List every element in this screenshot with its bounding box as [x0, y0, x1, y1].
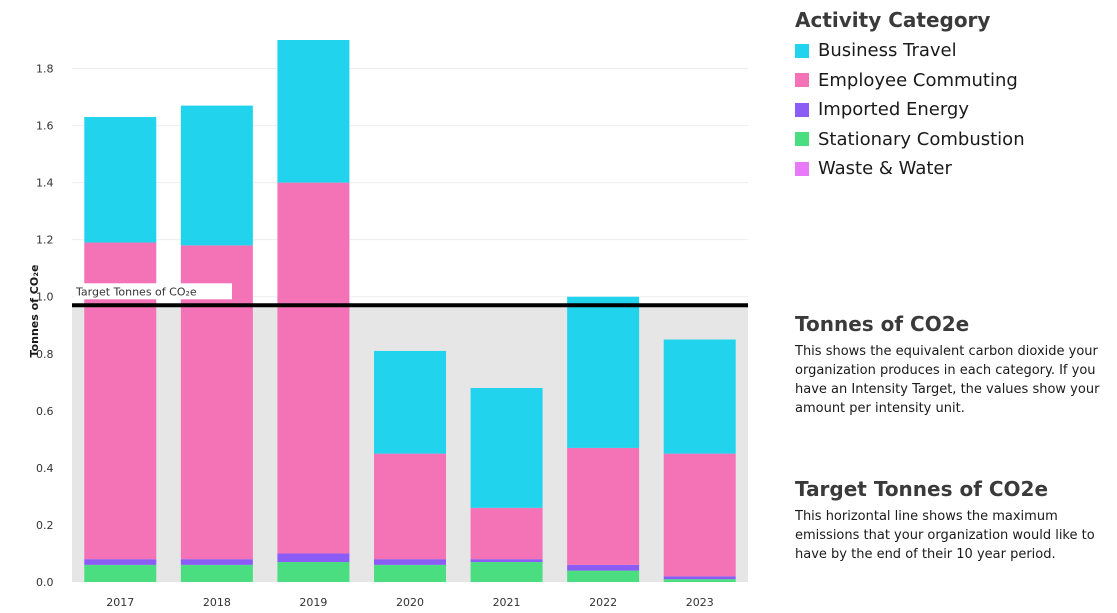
y-tick-label: 0.6	[36, 405, 54, 418]
x-tick-label: 2023	[686, 596, 714, 609]
bar-segment	[567, 296, 640, 448]
y-axis-ticks: 0.0 0.2 0.4 0.6 0.8 1.0 1.2 1.4 1.6 1.8	[36, 63, 54, 589]
y-tick-label: 1.8	[36, 63, 54, 76]
gridlines	[72, 68, 748, 298]
x-axis-ticks: 2017 2018 2019 2020 2021 2022 2023	[106, 596, 713, 609]
y-tick-label: 1.6	[36, 120, 54, 133]
legend-item: Employee Commuting	[795, 66, 1025, 96]
tonnes-info-text: This shows the equivalent carbon dioxide…	[795, 344, 1100, 416]
legend-swatch	[795, 132, 809, 147]
target-info-title: Target Tonnes of CO2e	[795, 477, 1049, 501]
tonnes-info-panel: Tonnes of CO2e This shows the equivalent…	[795, 312, 1113, 418]
bar-segment	[470, 507, 543, 560]
bar-segment	[663, 579, 736, 582]
stacked-bar-chart: 0.00.20.40.60.81.01.21.41.61.8 2017 2018 2…	[28, 40, 748, 609]
tonnes-info-title: Tonnes of CO2e	[795, 312, 970, 336]
legend-title: Activity Category	[795, 8, 991, 32]
legend: Activity Category Business Travel Employe…	[795, 8, 1025, 184]
bar-segment	[374, 350, 446, 454]
bar-segment	[180, 564, 253, 582]
bar-segment	[470, 562, 543, 582]
legend-item: Imported Energy	[795, 95, 1025, 125]
x-tick-label: 2017	[106, 596, 134, 609]
legend-label: Waste & Water	[818, 158, 952, 180]
legend-items: Business Travel Employee Commuting Importe…	[795, 36, 1025, 184]
y-tick-label: 0.2	[36, 519, 54, 532]
bar-segment	[663, 339, 736, 454]
bar-segment	[84, 559, 157, 565]
bar-segment	[663, 576, 736, 580]
x-tick-label: 2019	[299, 596, 327, 609]
legend-label: Imported Energy	[818, 99, 969, 121]
bar-segment	[567, 570, 640, 582]
bar-segment	[470, 388, 543, 508]
x-tick-label: 2022	[589, 596, 617, 609]
target-info-text: This horizontal line shows the maximum e…	[795, 509, 1095, 562]
legend-label: Business Travel	[818, 40, 957, 62]
bar-segment	[374, 453, 446, 560]
bar-segment	[374, 564, 446, 582]
bar-segment	[180, 105, 253, 246]
bar-segment	[663, 453, 736, 577]
legend-label: Employee Commuting	[818, 69, 1018, 91]
y-tick-label: 0.8	[36, 348, 54, 361]
bar-segment	[84, 117, 157, 243]
bar-segment	[567, 447, 640, 565]
legend-swatch	[795, 161, 809, 176]
y-tick-label: 0.0	[36, 576, 54, 589]
y-tick-label: 0.4	[36, 462, 54, 475]
bar-segment	[277, 553, 350, 563]
legend-swatch	[795, 43, 809, 58]
target-label: Target Tonnes of CO₂e	[75, 285, 197, 298]
bar-segment	[84, 564, 157, 582]
bar-segment	[470, 559, 543, 563]
bar-segment	[277, 40, 350, 183]
x-tick-label: 2021	[493, 596, 521, 609]
y-tick-label: 1.2	[36, 234, 54, 247]
x-tick-label: 2020	[396, 596, 424, 609]
target-label-background	[74, 283, 232, 300]
x-tick-label: 2018	[203, 596, 231, 609]
bar-segment	[374, 559, 446, 565]
y-tick-label: 1.4	[36, 177, 54, 190]
bar-segment	[180, 559, 253, 565]
target-info-panel: Target Tonnes of CO2e This horizontal li…	[795, 477, 1113, 564]
bar-segment	[567, 564, 640, 571]
legend-item: Business Travel	[795, 36, 1025, 66]
legend-swatch	[795, 102, 809, 117]
legend-swatch	[795, 73, 809, 88]
legend-label: Stationary Combustion	[818, 128, 1025, 150]
bar-segment	[277, 182, 350, 554]
legend-item: Stationary Combustion	[795, 125, 1025, 155]
y-tick-label: 1.0	[36, 291, 54, 304]
legend-item: Waste & Water	[795, 154, 1025, 184]
bar-segment	[277, 562, 350, 582]
y-axis-label: Tonnes of CO₂e	[28, 265, 41, 358]
